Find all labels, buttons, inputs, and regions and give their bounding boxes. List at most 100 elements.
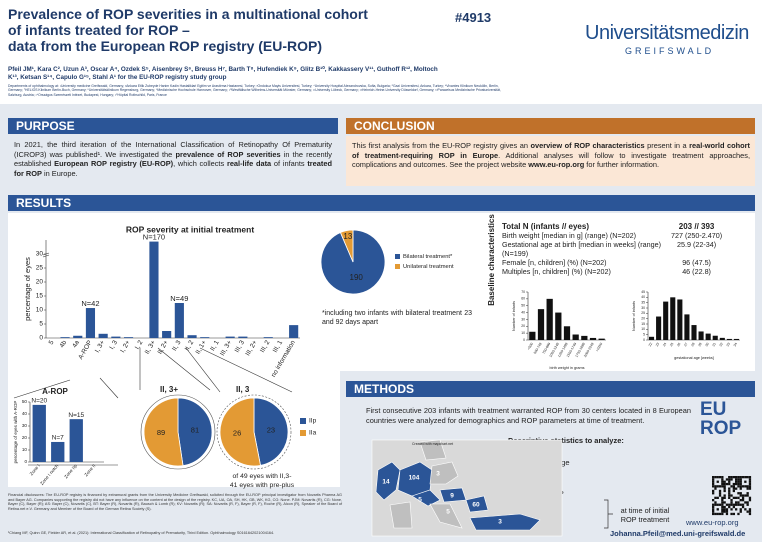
text-run: real-life data xyxy=(226,159,272,169)
y-tick-label: 30 xyxy=(521,317,525,321)
y-tick-label: 15 xyxy=(36,293,44,300)
connector-lines xyxy=(13,347,293,466)
text-run: real-world cohort of treatment-requiring… xyxy=(352,141,750,160)
qr-cell xyxy=(732,512,735,516)
qr-cell xyxy=(730,476,733,479)
x-tick-label: 34 xyxy=(733,342,738,347)
qr-cell xyxy=(712,503,715,506)
footnote: *including two infants with bilateral tr… xyxy=(322,310,472,326)
connector xyxy=(199,347,293,393)
qr-cell xyxy=(735,480,738,483)
qr-cell xyxy=(748,485,752,488)
bar xyxy=(162,331,172,338)
bar xyxy=(698,331,704,340)
text-run: treated for ROP xyxy=(14,159,332,178)
qr-cell xyxy=(712,508,715,511)
bar xyxy=(726,338,732,340)
x-tick-label: Zone II xyxy=(83,463,96,477)
qr-cell xyxy=(716,508,719,511)
table-cell: 727 (250-2.470) xyxy=(671,231,723,240)
slice-label: 89 xyxy=(157,428,165,437)
qr-cell xyxy=(737,496,740,499)
connector xyxy=(99,377,119,399)
pie-ring xyxy=(216,394,292,470)
logo-sub: GREIFSWALD xyxy=(625,46,715,56)
y-tick-label: 30 xyxy=(641,306,645,310)
qr-cell xyxy=(735,501,738,504)
authors: Pfeil JM¹, Kara C², Uzun A³, Oscar A⁴, O… xyxy=(8,66,438,81)
qr-cell xyxy=(737,492,740,495)
qr-cell xyxy=(712,492,715,495)
pie-ring xyxy=(140,394,216,470)
y-tick-label: 40 xyxy=(641,295,645,299)
slice-label: 23 xyxy=(267,425,275,434)
qr-cell xyxy=(737,485,740,488)
qr-cell xyxy=(739,510,742,513)
qr-cell xyxy=(716,512,719,516)
bar xyxy=(663,301,669,340)
x-tick-label: 1750-1999 xyxy=(574,342,586,358)
bar xyxy=(598,338,605,340)
qr-cell xyxy=(728,505,731,509)
slice-label: 81 xyxy=(191,426,199,435)
qr-cell xyxy=(728,487,731,490)
qr-cell xyxy=(746,485,749,488)
y-tick-label: 5 xyxy=(39,321,43,328)
y-tick-label: 0 xyxy=(523,338,525,342)
qr-cell xyxy=(744,476,747,479)
y-tick-label: 45 xyxy=(641,290,645,294)
bar xyxy=(656,316,662,340)
qr-cell xyxy=(725,510,729,513)
x-tick-label: III, 3+ xyxy=(219,339,233,357)
y-tick-label: 0 xyxy=(24,459,27,464)
qr-cell xyxy=(716,480,719,483)
qr-cell xyxy=(746,510,749,513)
qr-cell xyxy=(746,492,749,495)
qr-cell xyxy=(723,482,726,486)
qr-cell xyxy=(741,476,745,479)
annotation: N=170 xyxy=(143,233,165,242)
qr-cell xyxy=(721,480,724,483)
bar xyxy=(677,299,683,340)
bar xyxy=(187,335,197,338)
bar xyxy=(174,303,184,338)
bar xyxy=(73,335,83,338)
qr-cell xyxy=(725,512,729,516)
bracket-line xyxy=(604,499,613,529)
bracket xyxy=(604,499,613,529)
table-row: Total N (infants // eyes) 203 // 393 xyxy=(500,222,724,231)
qr-cell xyxy=(737,482,740,486)
table-row: Multiples [n, children] (%) (N=202) 46 (2… xyxy=(500,267,724,276)
x-tick-label: 1000-1249 xyxy=(548,342,560,358)
map-label: 9 xyxy=(450,493,454,500)
qr-cell xyxy=(732,505,735,509)
qr-cell xyxy=(723,489,726,493)
qr-cell xyxy=(732,496,735,499)
y-tick-label: 30 xyxy=(36,251,44,258)
qr-cell xyxy=(744,494,747,497)
text-run: , which collects xyxy=(173,159,227,169)
x-tick-label: >2250 xyxy=(595,342,603,352)
qr-cell xyxy=(748,499,752,502)
x-tick-label: 26 xyxy=(676,342,681,347)
qr-cell xyxy=(730,485,733,488)
qr-cell xyxy=(737,478,740,481)
annotation: N=49 xyxy=(170,294,188,303)
y-tick-label: 10 xyxy=(36,307,44,314)
qr-cell xyxy=(741,494,745,497)
map-label: 3 xyxy=(498,519,502,526)
y-axis-label: Number of infants xyxy=(632,301,636,331)
qr-cell xyxy=(728,480,731,483)
table-cell: Gestational age at birth [median in week… xyxy=(502,240,662,258)
map xyxy=(371,439,563,537)
qr-cell xyxy=(712,476,715,479)
y-tick-label: 30 xyxy=(22,423,28,428)
y-tick-label: 40 xyxy=(22,411,28,416)
bar xyxy=(51,441,65,462)
qr-cell xyxy=(714,487,717,490)
qr-cell xyxy=(716,496,719,499)
qr-cell xyxy=(741,485,745,488)
text-run: . Additional analyses will follow to inv… xyxy=(352,150,750,170)
bar xyxy=(589,337,597,340)
y-tick-label: 0 xyxy=(39,335,43,342)
